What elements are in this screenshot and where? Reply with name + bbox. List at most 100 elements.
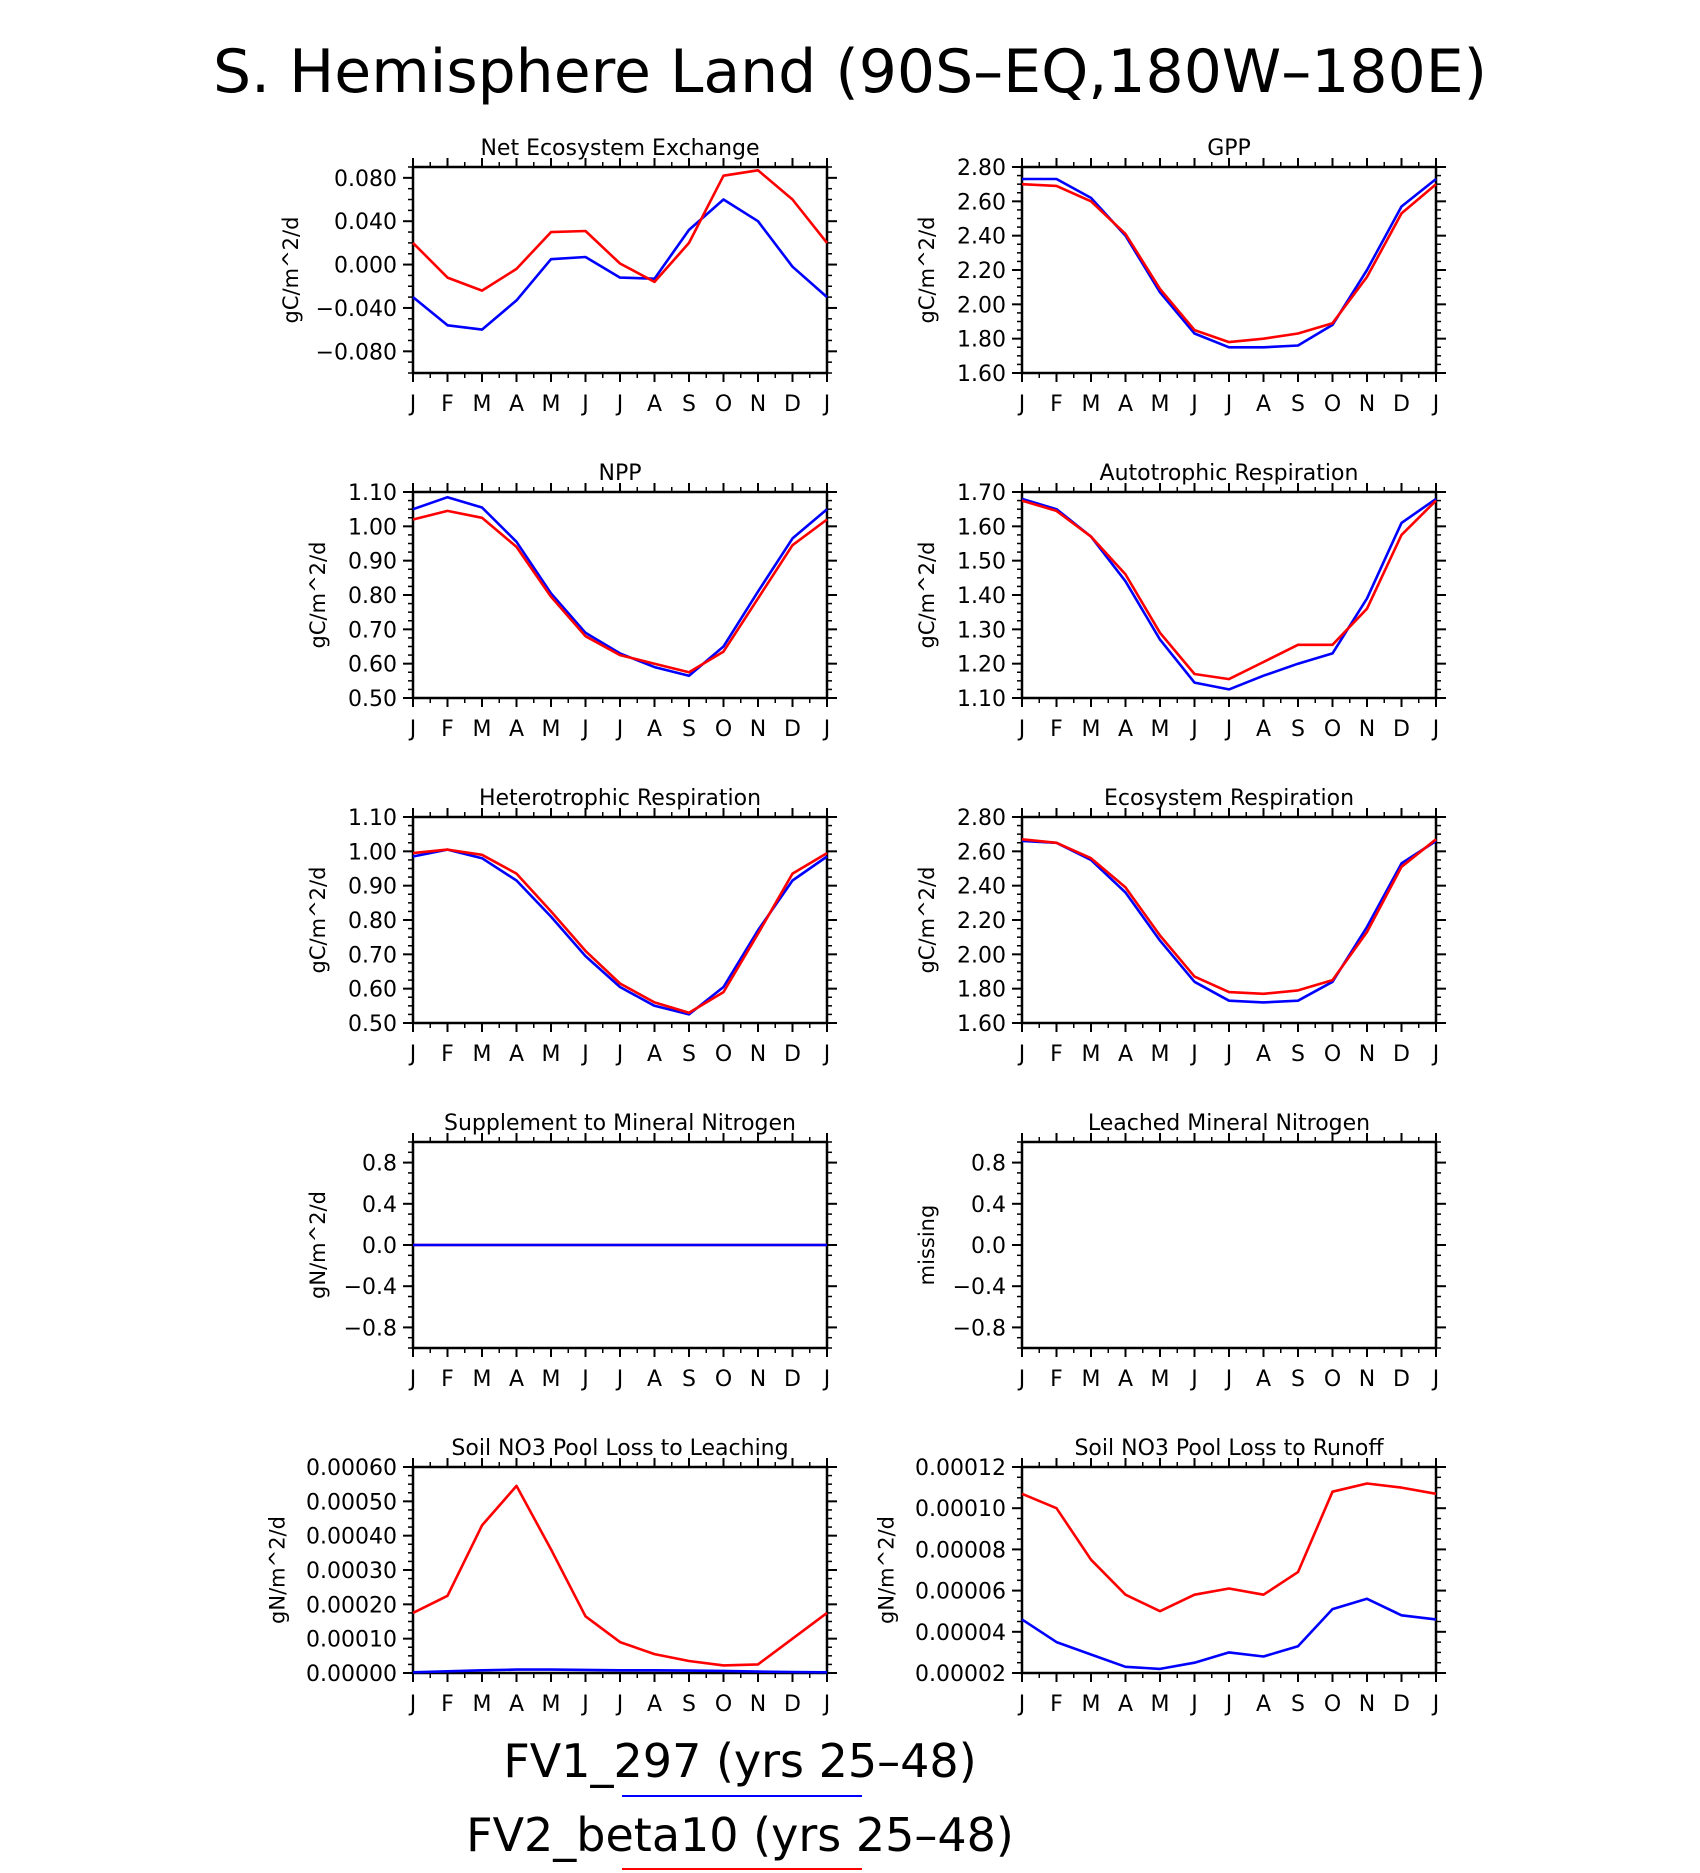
x-tick-label: M: [473, 1367, 492, 1392]
x-tick-label: M: [542, 1367, 561, 1392]
series-line-fv2-beta10: [412, 848, 828, 1015]
x-tick-label: M: [473, 392, 492, 417]
x-tick-label: F: [441, 1692, 454, 1717]
x-tick-label: M: [542, 1042, 561, 1067]
y-tick-label: 2.40: [957, 875, 1006, 900]
x-tick-label: J: [1017, 392, 1026, 417]
y-tick-label: 0.4: [362, 1193, 397, 1218]
legend-label-fv2: FV2_beta10 (yrs 25–48): [466, 1808, 1014, 1862]
x-tick-label: N: [750, 1692, 766, 1717]
x-tick-label: J: [822, 1367, 831, 1392]
y-tick-label: 2.80: [957, 156, 1006, 181]
y-tick-label: 0.00050: [306, 1490, 397, 1515]
panel-title: Net Ecosystem Exchange: [480, 136, 759, 161]
x-tick-label: A: [509, 717, 524, 742]
x-tick-label: A: [1256, 717, 1271, 742]
x-tick-label: O: [715, 392, 732, 417]
x-tick-label: M: [542, 392, 561, 417]
x-tick-label: J: [1189, 717, 1198, 742]
y-tick-label: 0.0: [971, 1234, 1006, 1259]
y-axis-label: gC/m^2/d: [306, 542, 330, 649]
y-tick-label: 2.60: [957, 840, 1006, 865]
panel-title: Autotrophic Respiration: [1100, 461, 1359, 486]
x-tick-label: D: [1393, 1042, 1410, 1067]
x-tick-label: J: [1189, 392, 1198, 417]
y-tick-label: 1.20: [957, 653, 1006, 678]
x-tick-label: A: [1118, 1367, 1133, 1392]
y-axis-label: gN/m^2/d: [266, 1516, 290, 1624]
x-tick-label: M: [1082, 1692, 1101, 1717]
x-tick-label: F: [1050, 1692, 1063, 1717]
y-tick-label: 0.00008: [915, 1538, 1006, 1563]
y-tick-label: 0.8: [362, 1152, 397, 1177]
x-tick-label: J: [1224, 1692, 1233, 1717]
x-tick-label: J: [1017, 717, 1026, 742]
x-tick-label: J: [615, 1042, 624, 1067]
y-tick-label: −0.080: [316, 340, 397, 365]
x-tick-label: O: [1324, 1042, 1341, 1067]
series-line-fv2-beta10: [412, 1484, 828, 1667]
x-tick-label: J: [408, 1042, 417, 1067]
series-line-fv2-beta10: [1021, 838, 1437, 996]
x-tick-label: J: [1189, 1367, 1198, 1392]
y-tick-label: 2.80: [957, 806, 1006, 831]
x-tick-label: F: [1050, 717, 1063, 742]
series-line-fv2-beta10: [1021, 1482, 1437, 1613]
y-tick-label: 0.60: [348, 653, 397, 678]
x-tick-label: F: [441, 717, 454, 742]
y-axis-label: missing: [915, 1205, 939, 1286]
x-tick-label: D: [784, 717, 801, 742]
x-tick-label: D: [784, 1692, 801, 1717]
x-tick-label: O: [1324, 1367, 1341, 1392]
series-line-fv2-beta10: [1021, 499, 1437, 681]
y-tick-label: 0.8: [971, 1152, 1006, 1177]
x-tick-label: J: [1431, 1367, 1440, 1392]
series-line-fv2-beta10: [412, 509, 828, 674]
y-tick-label: 1.80: [957, 328, 1006, 353]
x-tick-label: O: [715, 1367, 732, 1392]
x-tick-label: M: [1151, 1042, 1170, 1067]
x-tick-label: F: [1050, 392, 1063, 417]
x-tick-label: J: [1189, 1692, 1198, 1717]
plot-frame: [411, 165, 829, 375]
x-tick-label: J: [615, 1367, 624, 1392]
y-tick-label: −0.040: [316, 297, 397, 322]
series-line-fv2-beta10: [412, 169, 829, 292]
y-axis-label: gC/m^2/d: [915, 867, 939, 974]
y-tick-label: 0.00012: [915, 1456, 1006, 1481]
x-tick-label: J: [1431, 1042, 1440, 1067]
x-tick-label: A: [1118, 717, 1133, 742]
x-tick-label: M: [1151, 1367, 1170, 1392]
y-tick-label: 1.60: [957, 362, 1006, 387]
x-tick-label: M: [542, 717, 561, 742]
x-tick-label: D: [784, 1367, 801, 1392]
x-tick-label: O: [715, 717, 732, 742]
x-tick-label: M: [1082, 1367, 1101, 1392]
series-line-fv1-297: [1021, 1597, 1437, 1671]
x-tick-label: M: [1151, 1692, 1170, 1717]
x-tick-label: A: [509, 1042, 524, 1067]
y-tick-label: 2.20: [957, 259, 1006, 284]
y-tick-label: 1.80: [957, 978, 1006, 1003]
panel-title: GPP: [1207, 136, 1251, 161]
y-axis-label: gC/m^2/d: [306, 867, 330, 974]
x-tick-label: A: [647, 1692, 662, 1717]
y-tick-label: 0.70: [348, 943, 397, 968]
x-tick-label: A: [1256, 1367, 1271, 1392]
x-tick-label: S: [1291, 1367, 1305, 1392]
x-tick-label: N: [1359, 1692, 1375, 1717]
plot-frame: [1020, 1140, 1438, 1350]
x-tick-label: O: [1324, 717, 1341, 742]
x-tick-label: M: [1151, 392, 1170, 417]
x-tick-label: N: [1359, 1367, 1375, 1392]
y-tick-label: 2.00: [957, 293, 1006, 318]
